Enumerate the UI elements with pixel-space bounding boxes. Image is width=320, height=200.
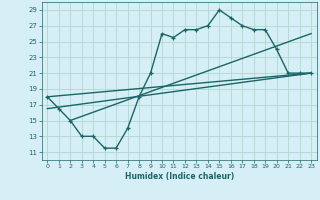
X-axis label: Humidex (Indice chaleur): Humidex (Indice chaleur) [124, 172, 234, 181]
